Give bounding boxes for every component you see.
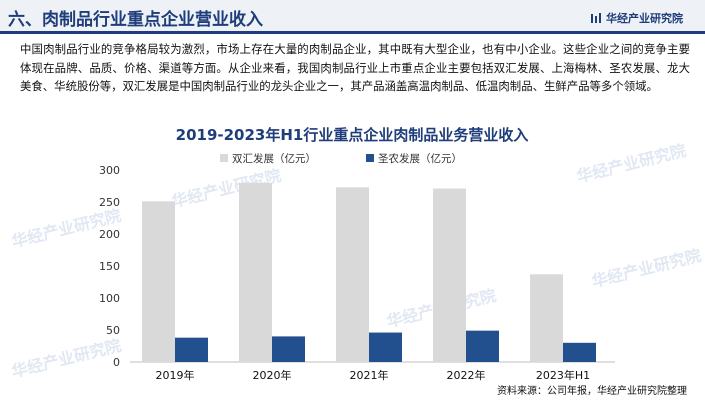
x-tick-label: 2023年H1 — [536, 368, 590, 382]
intro-paragraph: 中国肉制品行业的竞争格局较为激烈，市场上存在大量的肉制品企业，其中既有大型企业，… — [20, 42, 690, 93]
legend-swatch — [366, 154, 374, 162]
y-tick-label: 0 — [113, 356, 120, 369]
header-bar: 六、肉制品行业重点企业营业收入 华经产业研究院 — [0, 0, 705, 34]
y-tick-label: 50 — [106, 324, 120, 337]
y-tick-label: 100 — [99, 292, 120, 305]
bar — [563, 342, 596, 362]
legend-label: 双汇发展（亿元） — [232, 152, 316, 165]
y-tick-label: 150 — [99, 260, 120, 273]
x-tick-label: 2019年 — [156, 368, 195, 382]
bar — [239, 182, 272, 362]
x-tick-label: 2022年 — [447, 368, 486, 382]
brand-logo-icon — [591, 13, 601, 23]
source-note: 资料来源：公司年报，华经产业研究院整理 — [497, 386, 687, 397]
bar — [530, 274, 563, 362]
brand: 华经产业研究院 — [590, 10, 683, 26]
legend-swatch — [220, 154, 228, 162]
bar — [272, 336, 305, 362]
bar — [433, 188, 466, 362]
bar — [369, 332, 402, 362]
bar — [175, 337, 208, 362]
y-tick-label: 200 — [99, 228, 120, 241]
chart-title: 2019-2023年H1行业重点企业肉制品业务营业收入 — [176, 126, 529, 144]
bar — [142, 201, 175, 362]
brand-name: 华经产业研究院 — [606, 12, 683, 25]
legend-label: 圣农发展（亿元） — [378, 152, 462, 165]
section-title: 六、肉制品行业重点企业营业收入 — [8, 10, 263, 30]
x-tick-label: 2021年 — [350, 368, 389, 382]
bar — [336, 187, 369, 362]
y-tick-label: 250 — [99, 196, 120, 209]
x-tick-label: 2020年 — [253, 368, 292, 382]
bar — [466, 330, 499, 362]
y-tick-label: 300 — [99, 164, 120, 177]
